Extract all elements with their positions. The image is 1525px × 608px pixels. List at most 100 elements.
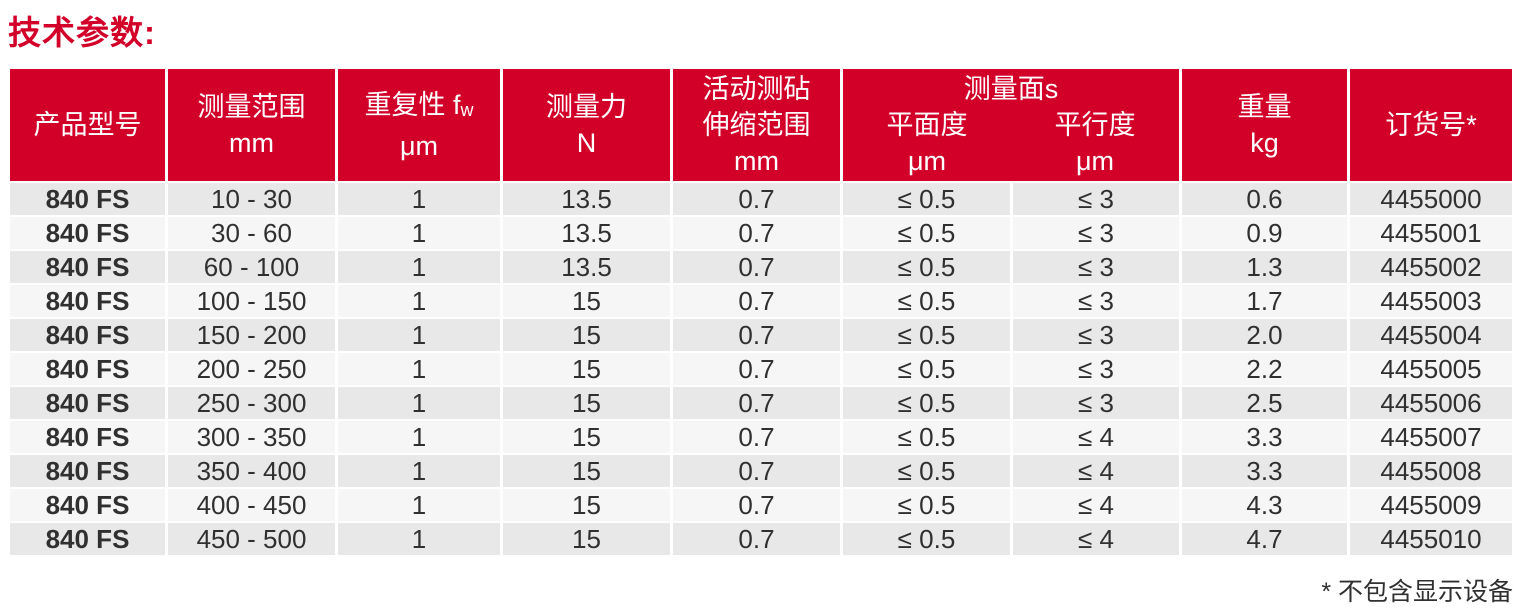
col-header-anvil-unit: mm (734, 146, 779, 176)
cell-force: 15 (503, 455, 670, 487)
cell-force: 13.5 (503, 251, 670, 283)
cell-anvil: 0.7 (673, 523, 840, 555)
cell-anvil: 0.7 (673, 285, 840, 317)
cell-flatness: ≤ 0.5 (843, 523, 1010, 555)
cell-weight: 2.2 (1182, 353, 1347, 385)
col-header-repeatability-unit: μm (399, 130, 439, 161)
cell-order: 4455008 (1350, 455, 1512, 487)
cell-model: 840 FS (10, 251, 165, 283)
cell-force: 15 (503, 319, 670, 351)
cell-range: 200 - 250 (168, 353, 335, 385)
cell-repeatability: 1 (338, 387, 500, 419)
cell-parallelism: ≤ 3 (1013, 251, 1179, 283)
col-header-flatness-unit: μm (907, 146, 947, 176)
cell-range: 350 - 400 (168, 455, 335, 487)
repeatability-subscript: w (460, 99, 474, 120)
cell-parallelism: ≤ 3 (1013, 353, 1179, 385)
cell-force: 15 (503, 387, 670, 419)
cell-range: 250 - 300 (168, 387, 335, 419)
col-header-parallelism-label: 平行度 (1054, 110, 1136, 140)
cell-anvil: 0.7 (673, 251, 840, 283)
col-header-weight: 重量 kg (1182, 69, 1347, 181)
cell-force: 15 (503, 285, 670, 317)
cell-flatness: ≤ 0.5 (843, 353, 1010, 385)
cell-force: 13.5 (503, 183, 670, 215)
cell-range: 300 - 350 (168, 421, 335, 453)
cell-model: 840 FS (10, 285, 165, 317)
cell-model: 840 FS (10, 387, 165, 419)
table-row: 840 FS 60 - 100 1 13.5 0.7 ≤ 0.5 ≤ 3 1.3… (10, 251, 1512, 283)
col-header-surfaces: 测量面s 平面度 μm 平行度 μm (843, 69, 1179, 181)
col-header-order: 订货号* (1350, 69, 1512, 181)
table-row: 840 FS 400 - 450 1 15 0.7 ≤ 0.5 ≤ 4 4.3 … (10, 489, 1512, 521)
cell-order: 4455003 (1350, 285, 1512, 317)
cell-repeatability: 1 (338, 319, 500, 351)
col-header-model: 产品型号 (10, 69, 165, 181)
cell-parallelism: ≤ 4 (1013, 523, 1179, 555)
table-row: 840 FS 200 - 250 1 15 0.7 ≤ 0.5 ≤ 3 2.2 … (10, 353, 1512, 385)
table-row: 840 FS 250 - 300 1 15 0.7 ≤ 0.5 ≤ 3 2.5 … (10, 387, 1512, 419)
table-row: 840 FS 10 - 30 1 13.5 0.7 ≤ 0.5 ≤ 3 0.6 … (10, 183, 1512, 215)
col-header-flatness: 平面度 μm (843, 107, 1011, 179)
cell-anvil: 0.7 (673, 217, 840, 249)
spec-table: 产品型号 测量范围 mm 重复性 fw μm 测量力 N 活动测砧 伸缩范围 (7, 67, 1515, 557)
col-header-parallelism: 平行度 μm (1011, 107, 1179, 179)
cell-model: 840 FS (10, 183, 165, 215)
cell-flatness: ≤ 0.5 (843, 421, 1010, 453)
cell-weight: 4.3 (1182, 489, 1347, 521)
cell-weight: 3.3 (1182, 455, 1347, 487)
cell-order: 4455010 (1350, 523, 1512, 555)
col-header-repeatability: 重复性 fw μm (338, 69, 500, 181)
cell-repeatability: 1 (338, 455, 500, 487)
cell-weight: 0.9 (1182, 217, 1347, 249)
cell-range: 10 - 30 (168, 183, 335, 215)
cell-order: 4455005 (1350, 353, 1512, 385)
cell-flatness: ≤ 0.5 (843, 251, 1010, 283)
cell-repeatability: 1 (338, 217, 500, 249)
cell-flatness: ≤ 0.5 (843, 455, 1010, 487)
table-row: 840 FS 30 - 60 1 13.5 0.7 ≤ 0.5 ≤ 3 0.9 … (10, 217, 1512, 249)
footnote: * 不包含显示设备 (1321, 578, 1513, 606)
cell-force: 15 (503, 523, 670, 555)
col-header-weight-label: 重量 (1237, 92, 1292, 122)
cell-parallelism: ≤ 3 (1013, 387, 1179, 419)
cell-range: 150 - 200 (168, 319, 335, 351)
cell-order: 4455001 (1350, 217, 1512, 249)
cell-range: 30 - 60 (168, 217, 335, 249)
cell-parallelism: ≤ 3 (1013, 217, 1179, 249)
cell-force: 15 (503, 421, 670, 453)
cell-weight: 1.3 (1182, 251, 1347, 283)
cell-flatness: ≤ 0.5 (843, 183, 1010, 215)
col-header-surfaces-label: 测量面s (963, 74, 1059, 104)
cell-range: 60 - 100 (168, 251, 335, 283)
cell-order: 4455000 (1350, 183, 1512, 215)
col-header-force-label: 测量力 (546, 92, 627, 122)
cell-anvil: 0.7 (673, 455, 840, 487)
col-header-parallelism-unit: μm (1075, 146, 1115, 176)
table-row: 840 FS 350 - 400 1 15 0.7 ≤ 0.5 ≤ 4 3.3 … (10, 455, 1512, 487)
col-header-range-label: 测量范围 (197, 92, 306, 122)
cell-order: 4455009 (1350, 489, 1512, 521)
cell-parallelism: ≤ 4 (1013, 421, 1179, 453)
col-header-range-unit: mm (229, 128, 274, 158)
cell-repeatability: 1 (338, 421, 500, 453)
cell-order: 4455007 (1350, 421, 1512, 453)
table-row: 840 FS 450 - 500 1 15 0.7 ≤ 0.5 ≤ 4 4.7 … (10, 523, 1512, 555)
cell-parallelism: ≤ 3 (1013, 285, 1179, 317)
cell-anvil: 0.7 (673, 387, 840, 419)
table-row: 840 FS 150 - 200 1 15 0.7 ≤ 0.5 ≤ 3 2.0 … (10, 319, 1512, 351)
cell-weight: 2.0 (1182, 319, 1347, 351)
col-header-flatness-label: 平面度 (886, 110, 968, 140)
col-header-repeatability-label: 重复性 fw (364, 89, 474, 120)
header-row: 产品型号 测量范围 mm 重复性 fw μm 测量力 N 活动测砧 伸缩范围 (10, 69, 1512, 181)
cell-repeatability: 1 (338, 251, 500, 283)
cell-model: 840 FS (10, 421, 165, 453)
cell-range: 100 - 150 (168, 285, 335, 317)
catalog-spec-page: 技术参数: 产品型号 测量范围 mm 重复性 fw μm 测 (0, 6, 1525, 608)
col-header-anvil-line1: 活动测砧 (702, 74, 811, 104)
cell-flatness: ≤ 0.5 (843, 387, 1010, 419)
col-header-model-label: 产品型号 (33, 110, 142, 140)
cell-anvil: 0.7 (673, 183, 840, 215)
col-header-force: 测量力 N (503, 69, 670, 181)
cell-model: 840 FS (10, 489, 165, 521)
